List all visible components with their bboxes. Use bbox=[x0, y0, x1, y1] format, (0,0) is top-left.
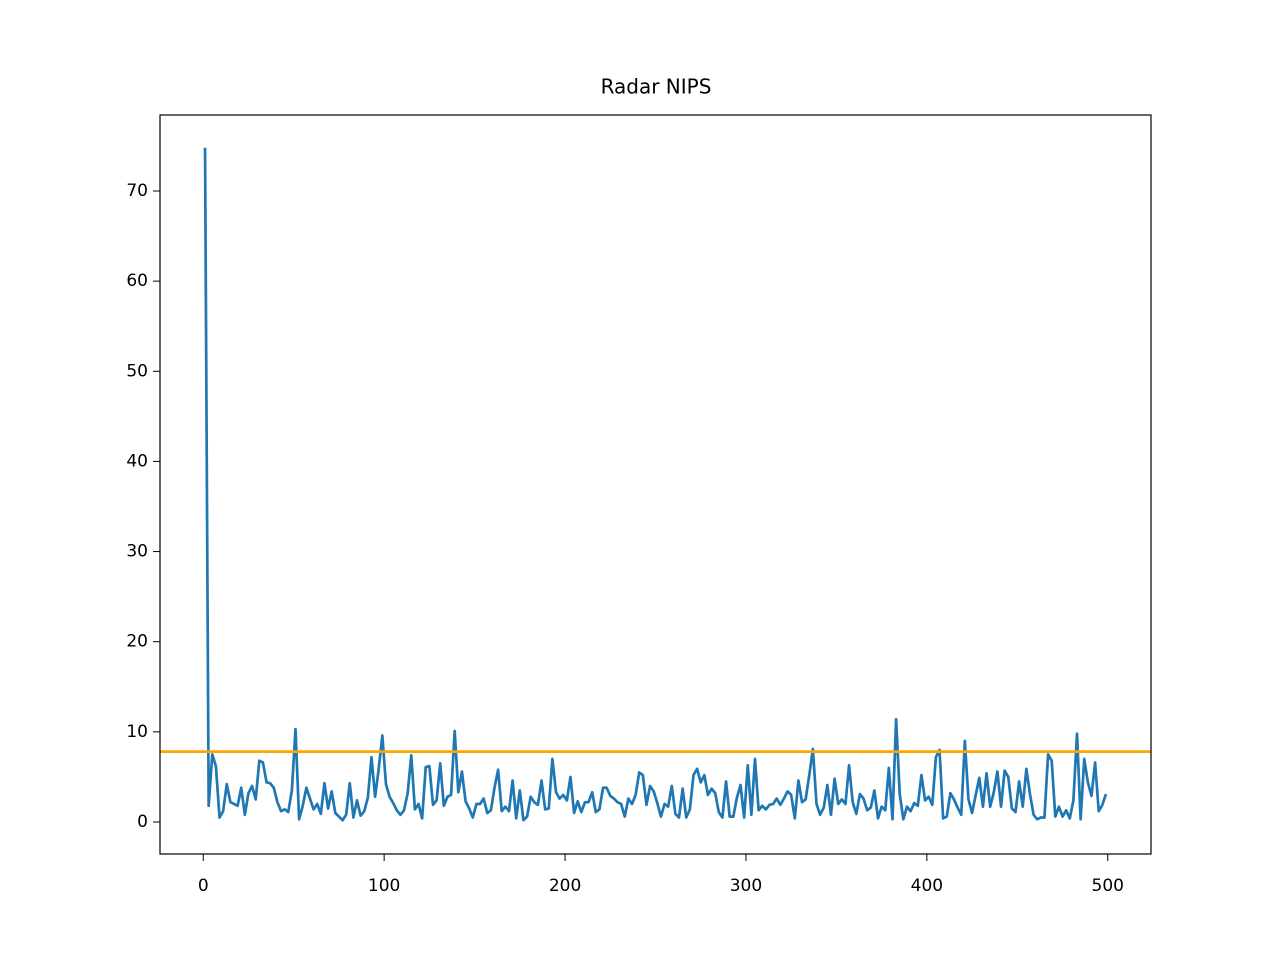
y-tick-label: 10 bbox=[126, 722, 148, 742]
x-tick-label: 100 bbox=[368, 876, 400, 896]
x-tick-label: 500 bbox=[1092, 876, 1124, 896]
x-tick-label: 300 bbox=[730, 876, 762, 896]
x-tick-label: 400 bbox=[911, 876, 943, 896]
x-tick-label: 200 bbox=[549, 876, 581, 896]
x-tick-label: 0 bbox=[198, 876, 209, 896]
y-tick-label: 60 bbox=[126, 271, 148, 291]
plot-frame bbox=[159, 114, 1152, 855]
y-tick-label: 40 bbox=[126, 451, 148, 471]
y-tick-label: 30 bbox=[126, 542, 148, 562]
y-tick-label: 0 bbox=[137, 812, 148, 832]
chart-title: Radar NIPS bbox=[601, 75, 712, 99]
data-line bbox=[203, 147, 1108, 822]
y-tick-label: 70 bbox=[126, 181, 148, 201]
y-tick-label: 20 bbox=[126, 632, 148, 652]
y-tick-label: 50 bbox=[126, 361, 148, 381]
